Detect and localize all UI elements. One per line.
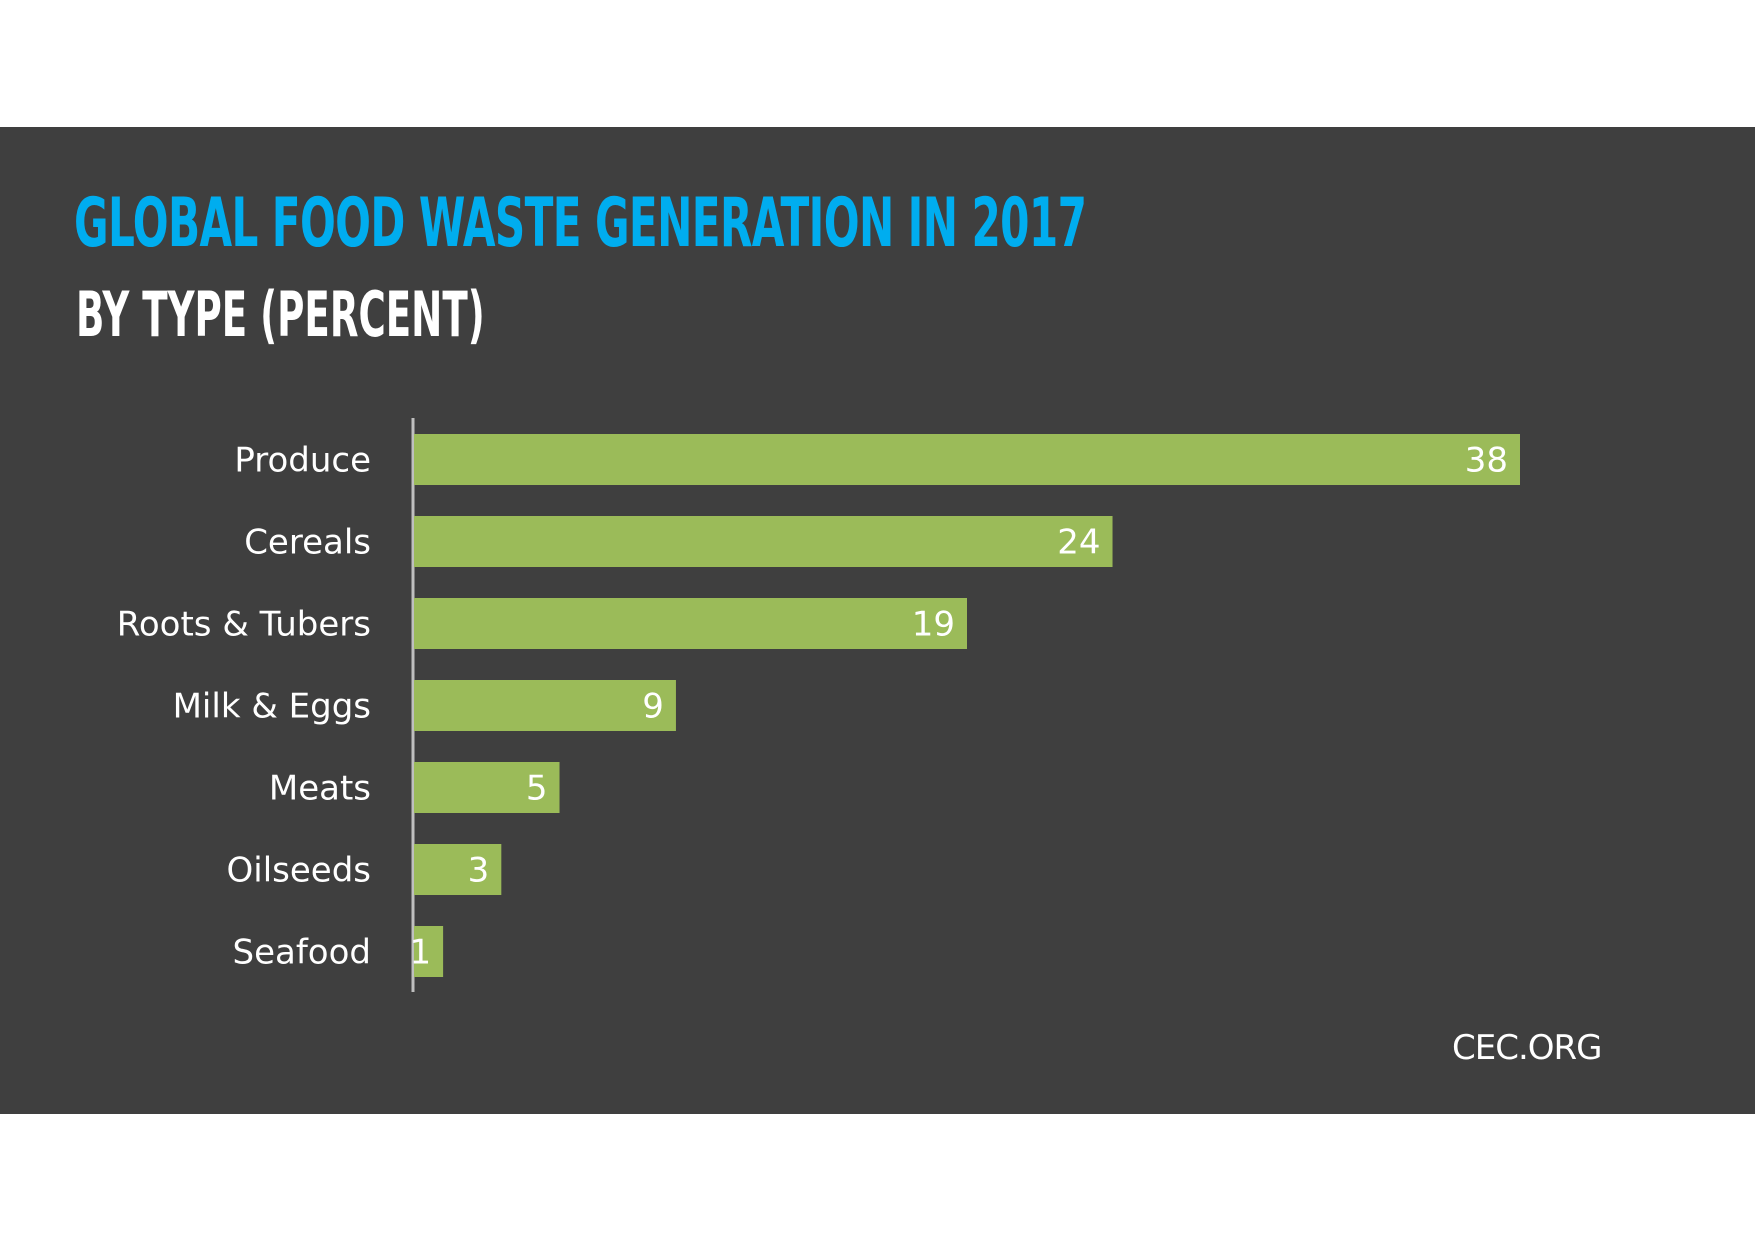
- category-label: Roots & Tubers: [117, 605, 371, 645]
- value-label: 38: [1465, 441, 1508, 481]
- category-label: Cereals: [244, 523, 371, 563]
- bar-seafood: [414, 926, 444, 977]
- value-label: 24: [1057, 523, 1100, 563]
- bar-cereals: [414, 516, 1113, 567]
- value-label: 5: [526, 769, 548, 809]
- value-label: 3: [468, 851, 490, 891]
- source-label: CEC.ORG: [1452, 1028, 1603, 1068]
- value-label: 1: [409, 933, 431, 973]
- category-label: Oilseeds: [227, 851, 372, 891]
- bar-meats: [414, 762, 560, 813]
- value-label: 9: [642, 687, 664, 727]
- category-label: Meats: [269, 769, 371, 809]
- chart-subtitle: BY TYPE (PERCENT): [76, 278, 485, 351]
- bar-oilseeds: [414, 844, 502, 895]
- bar-roots-tubers: [414, 598, 967, 649]
- chart-title: GLOBAL FOOD WASTE GENERATION IN 2017: [74, 184, 1087, 263]
- category-label: Produce: [234, 441, 371, 481]
- category-label: Milk & Eggs: [173, 687, 371, 727]
- value-label: 19: [912, 605, 955, 645]
- category-label: Seafood: [233, 933, 372, 973]
- bar-milk-eggs: [414, 680, 676, 731]
- bar-produce: [414, 434, 1520, 485]
